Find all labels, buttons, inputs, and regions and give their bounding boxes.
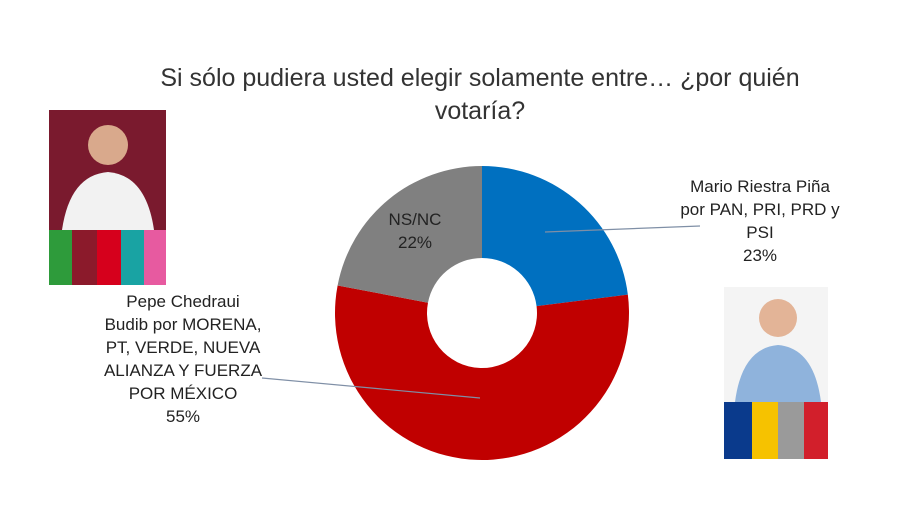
- slice-label: Pepe Chedraui Budib por MORENA, PT, VERD…: [103, 290, 263, 428]
- candidate-photo-right: [724, 287, 828, 459]
- candidate-photo-left: [49, 110, 166, 285]
- leader-line: [544, 225, 701, 233]
- value-label: 22%: [397, 233, 433, 252]
- value-label: 23%: [742, 246, 778, 265]
- chart-title: Si sólo pudiera usted elegir solamente e…: [160, 64, 800, 125]
- category-label: Mario Riestra Piña por PAN, PRI, PRD y P…: [680, 177, 840, 242]
- slice-label: NS/NC 22%: [365, 208, 465, 254]
- donut-slice: [482, 166, 628, 307]
- slice-label: Mario Riestra Piña por PAN, PRI, PRD y P…: [680, 175, 840, 267]
- donut-slice: [335, 285, 629, 460]
- donut-slice: [337, 166, 482, 303]
- value-label: 55%: [165, 407, 201, 426]
- category-label: NS/NC: [388, 210, 442, 229]
- category-label: Pepe Chedraui Budib por MORENA, PT, VERD…: [103, 292, 263, 403]
- leader-line: [261, 377, 481, 399]
